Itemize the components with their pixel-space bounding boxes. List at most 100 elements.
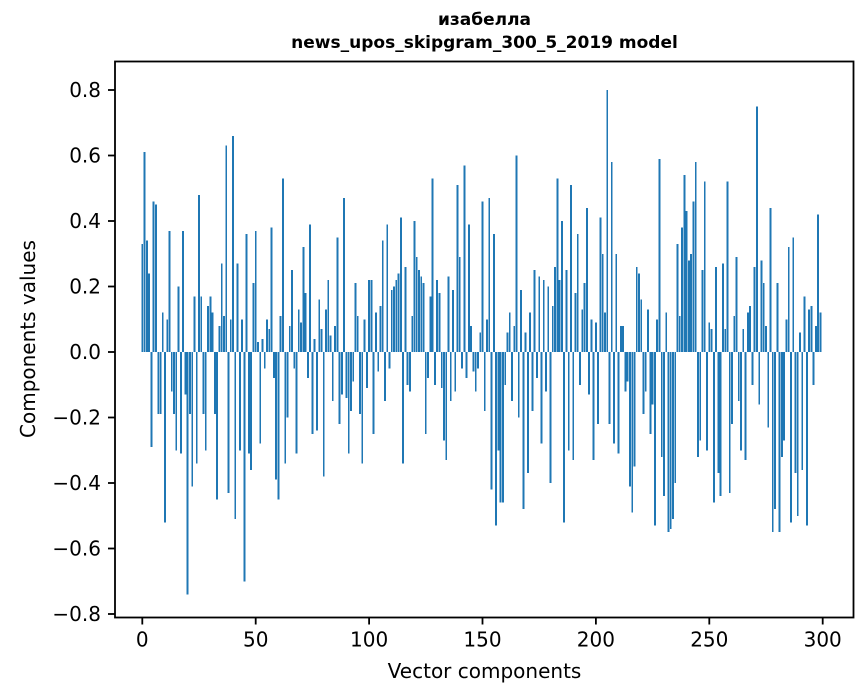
bar-component-195 — [583, 283, 586, 352]
bar-component-91 — [347, 352, 350, 454]
bar-component-111 — [393, 286, 395, 352]
bar-component-201 — [597, 352, 600, 425]
bar-component-269 — [751, 352, 754, 385]
bar-component-180 — [549, 352, 552, 483]
bar-component-179 — [547, 286, 550, 352]
y-axis-label: Components values — [16, 240, 40, 438]
bar-component-66 — [291, 270, 293, 353]
bar-component-283 — [783, 352, 786, 441]
bar-component-167 — [520, 289, 522, 352]
bar-component-279 — [774, 352, 776, 510]
bar-component-253 — [715, 266, 718, 352]
bar-component-114 — [399, 217, 402, 352]
bar-component-267 — [746, 312, 749, 352]
bar-component-277 — [769, 207, 772, 352]
bar-component-138 — [454, 352, 457, 392]
bar-component-70 — [300, 322, 302, 352]
bar-component-276 — [767, 352, 770, 428]
bar-component-145 — [470, 325, 473, 352]
bar-component-275 — [765, 325, 767, 352]
x-tick-label: 100 — [350, 628, 388, 652]
bar-component-182 — [554, 266, 556, 352]
bar-component-73 — [306, 352, 309, 379]
bar-component-175 — [538, 276, 541, 353]
x-tick-label: 0 — [136, 628, 149, 652]
bar-component-244 — [694, 162, 697, 352]
bar-component-281 — [778, 352, 781, 533]
bar-component-8 — [159, 352, 162, 415]
bar-component-215 — [629, 352, 631, 487]
bar-component-6 — [154, 204, 157, 353]
bar-component-190 — [572, 352, 575, 461]
bar-component-81 — [325, 309, 327, 353]
bar-component-54 — [263, 352, 266, 369]
bar-component-204 — [604, 312, 606, 352]
bar-component-245 — [697, 352, 699, 457]
bar-component-205 — [606, 90, 609, 352]
x-tick-label: 250 — [690, 628, 728, 652]
bar-component-233 — [669, 352, 672, 529]
bar-component-0 — [141, 243, 144, 353]
bar-component-227 — [656, 319, 659, 352]
bar-component-191 — [574, 293, 577, 352]
bar-component-117 — [406, 352, 409, 385]
bar-component-3 — [148, 273, 151, 352]
bar-component-261 — [733, 315, 736, 352]
bar-component-295 — [810, 306, 813, 352]
bar-component-38 — [227, 352, 230, 493]
bar-component-140 — [458, 257, 461, 352]
bar-component-257 — [724, 329, 727, 352]
bar-component-272 — [758, 352, 761, 405]
bar-component-116 — [404, 266, 407, 352]
bar-component-7 — [157, 352, 160, 415]
bar-component-196 — [585, 207, 588, 352]
bar-component-13 — [170, 352, 173, 392]
bar-component-183 — [556, 178, 559, 352]
bar-component-298 — [817, 214, 820, 352]
bar-component-210 — [617, 352, 620, 454]
bar-component-150 — [481, 201, 484, 352]
bar-component-256 — [721, 263, 724, 352]
bar-component-274 — [762, 283, 765, 352]
bar-component-100 — [368, 279, 371, 352]
bar-component-49 — [252, 283, 255, 352]
bar-component-239 — [683, 175, 686, 352]
y-tick-label: 0.0 — [69, 340, 101, 364]
bar-component-14 — [173, 352, 175, 415]
bar-component-12 — [168, 230, 171, 352]
y-tick-label: −0.6 — [52, 537, 101, 561]
bar-component-45 — [243, 352, 246, 582]
bar-component-80 — [322, 352, 325, 477]
chart-title: изабелла — [437, 10, 532, 30]
bar-component-50 — [254, 230, 257, 352]
bar-component-27 — [202, 352, 205, 415]
bar-component-234 — [672, 352, 674, 520]
bar-component-18 — [182, 230, 185, 352]
bar-component-16 — [177, 286, 180, 352]
bar-component-146 — [472, 352, 475, 372]
bar-component-199 — [592, 352, 595, 461]
x-tick-label: 300 — [804, 628, 842, 652]
bar-component-159 — [501, 352, 504, 503]
bar-component-194 — [581, 309, 584, 353]
bar-component-156 — [495, 352, 498, 526]
bar-component-223 — [647, 309, 649, 353]
x-tick-label: 150 — [463, 628, 501, 652]
bar-component-43 — [238, 352, 241, 451]
bar-component-20 — [186, 352, 189, 595]
bar-component-35 — [220, 263, 223, 352]
bar-component-296 — [812, 352, 815, 385]
bar-component-9 — [161, 312, 164, 352]
bar-component-64 — [286, 352, 289, 418]
bar-component-125 — [424, 352, 427, 434]
bar-component-87 — [338, 352, 341, 425]
bar-component-160 — [504, 352, 507, 385]
bar-component-237 — [678, 315, 681, 352]
bar-component-164 — [513, 325, 516, 352]
bar-component-48 — [250, 352, 253, 470]
bar-component-36 — [223, 315, 225, 352]
bar-component-58 — [272, 352, 275, 379]
bar-component-236 — [676, 243, 679, 353]
bar-component-139 — [456, 184, 459, 352]
bar-component-188 — [567, 352, 570, 451]
